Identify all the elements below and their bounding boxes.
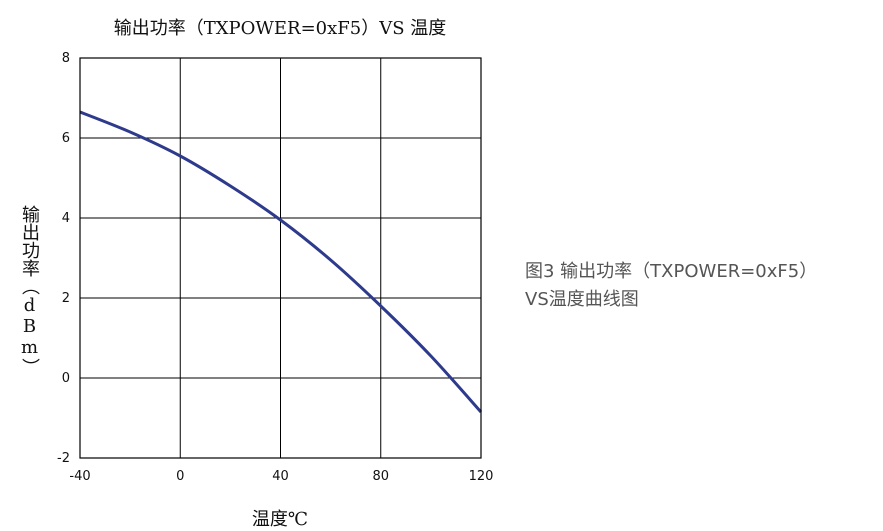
y-tick-label: -2 xyxy=(57,451,70,466)
x-tick-label: 40 xyxy=(272,469,289,484)
x-tick-label: -40 xyxy=(69,469,90,484)
caption-line-1: 图3 输出功率（TXPOWER=0xF5） xyxy=(525,261,818,282)
y-tick-label: 6 xyxy=(62,131,70,146)
x-axis-label: 温度℃ xyxy=(251,509,309,530)
plot-frame xyxy=(79,57,482,459)
y-tick-label: 8 xyxy=(62,51,70,66)
caption-line-2: VS温度曲线图 xyxy=(525,289,639,310)
x-tick-label: 0 xyxy=(176,469,184,484)
x-tick-label: 80 xyxy=(372,469,389,484)
y-tick-label: 0 xyxy=(62,371,70,386)
y-tick-label: 2 xyxy=(62,291,70,306)
series-line xyxy=(79,110,483,414)
figure-caption: 图3 输出功率（TXPOWER=0xF5） VS温度曲线图 xyxy=(525,258,880,314)
y-axis-label: 输出功率（dBm） xyxy=(19,204,40,376)
x-tick-label: 120 xyxy=(469,469,494,484)
chart-title: 输出功率（TXPOWER=0xF5）VS 温度 xyxy=(113,18,447,39)
y-tick-label: 4 xyxy=(62,211,70,226)
